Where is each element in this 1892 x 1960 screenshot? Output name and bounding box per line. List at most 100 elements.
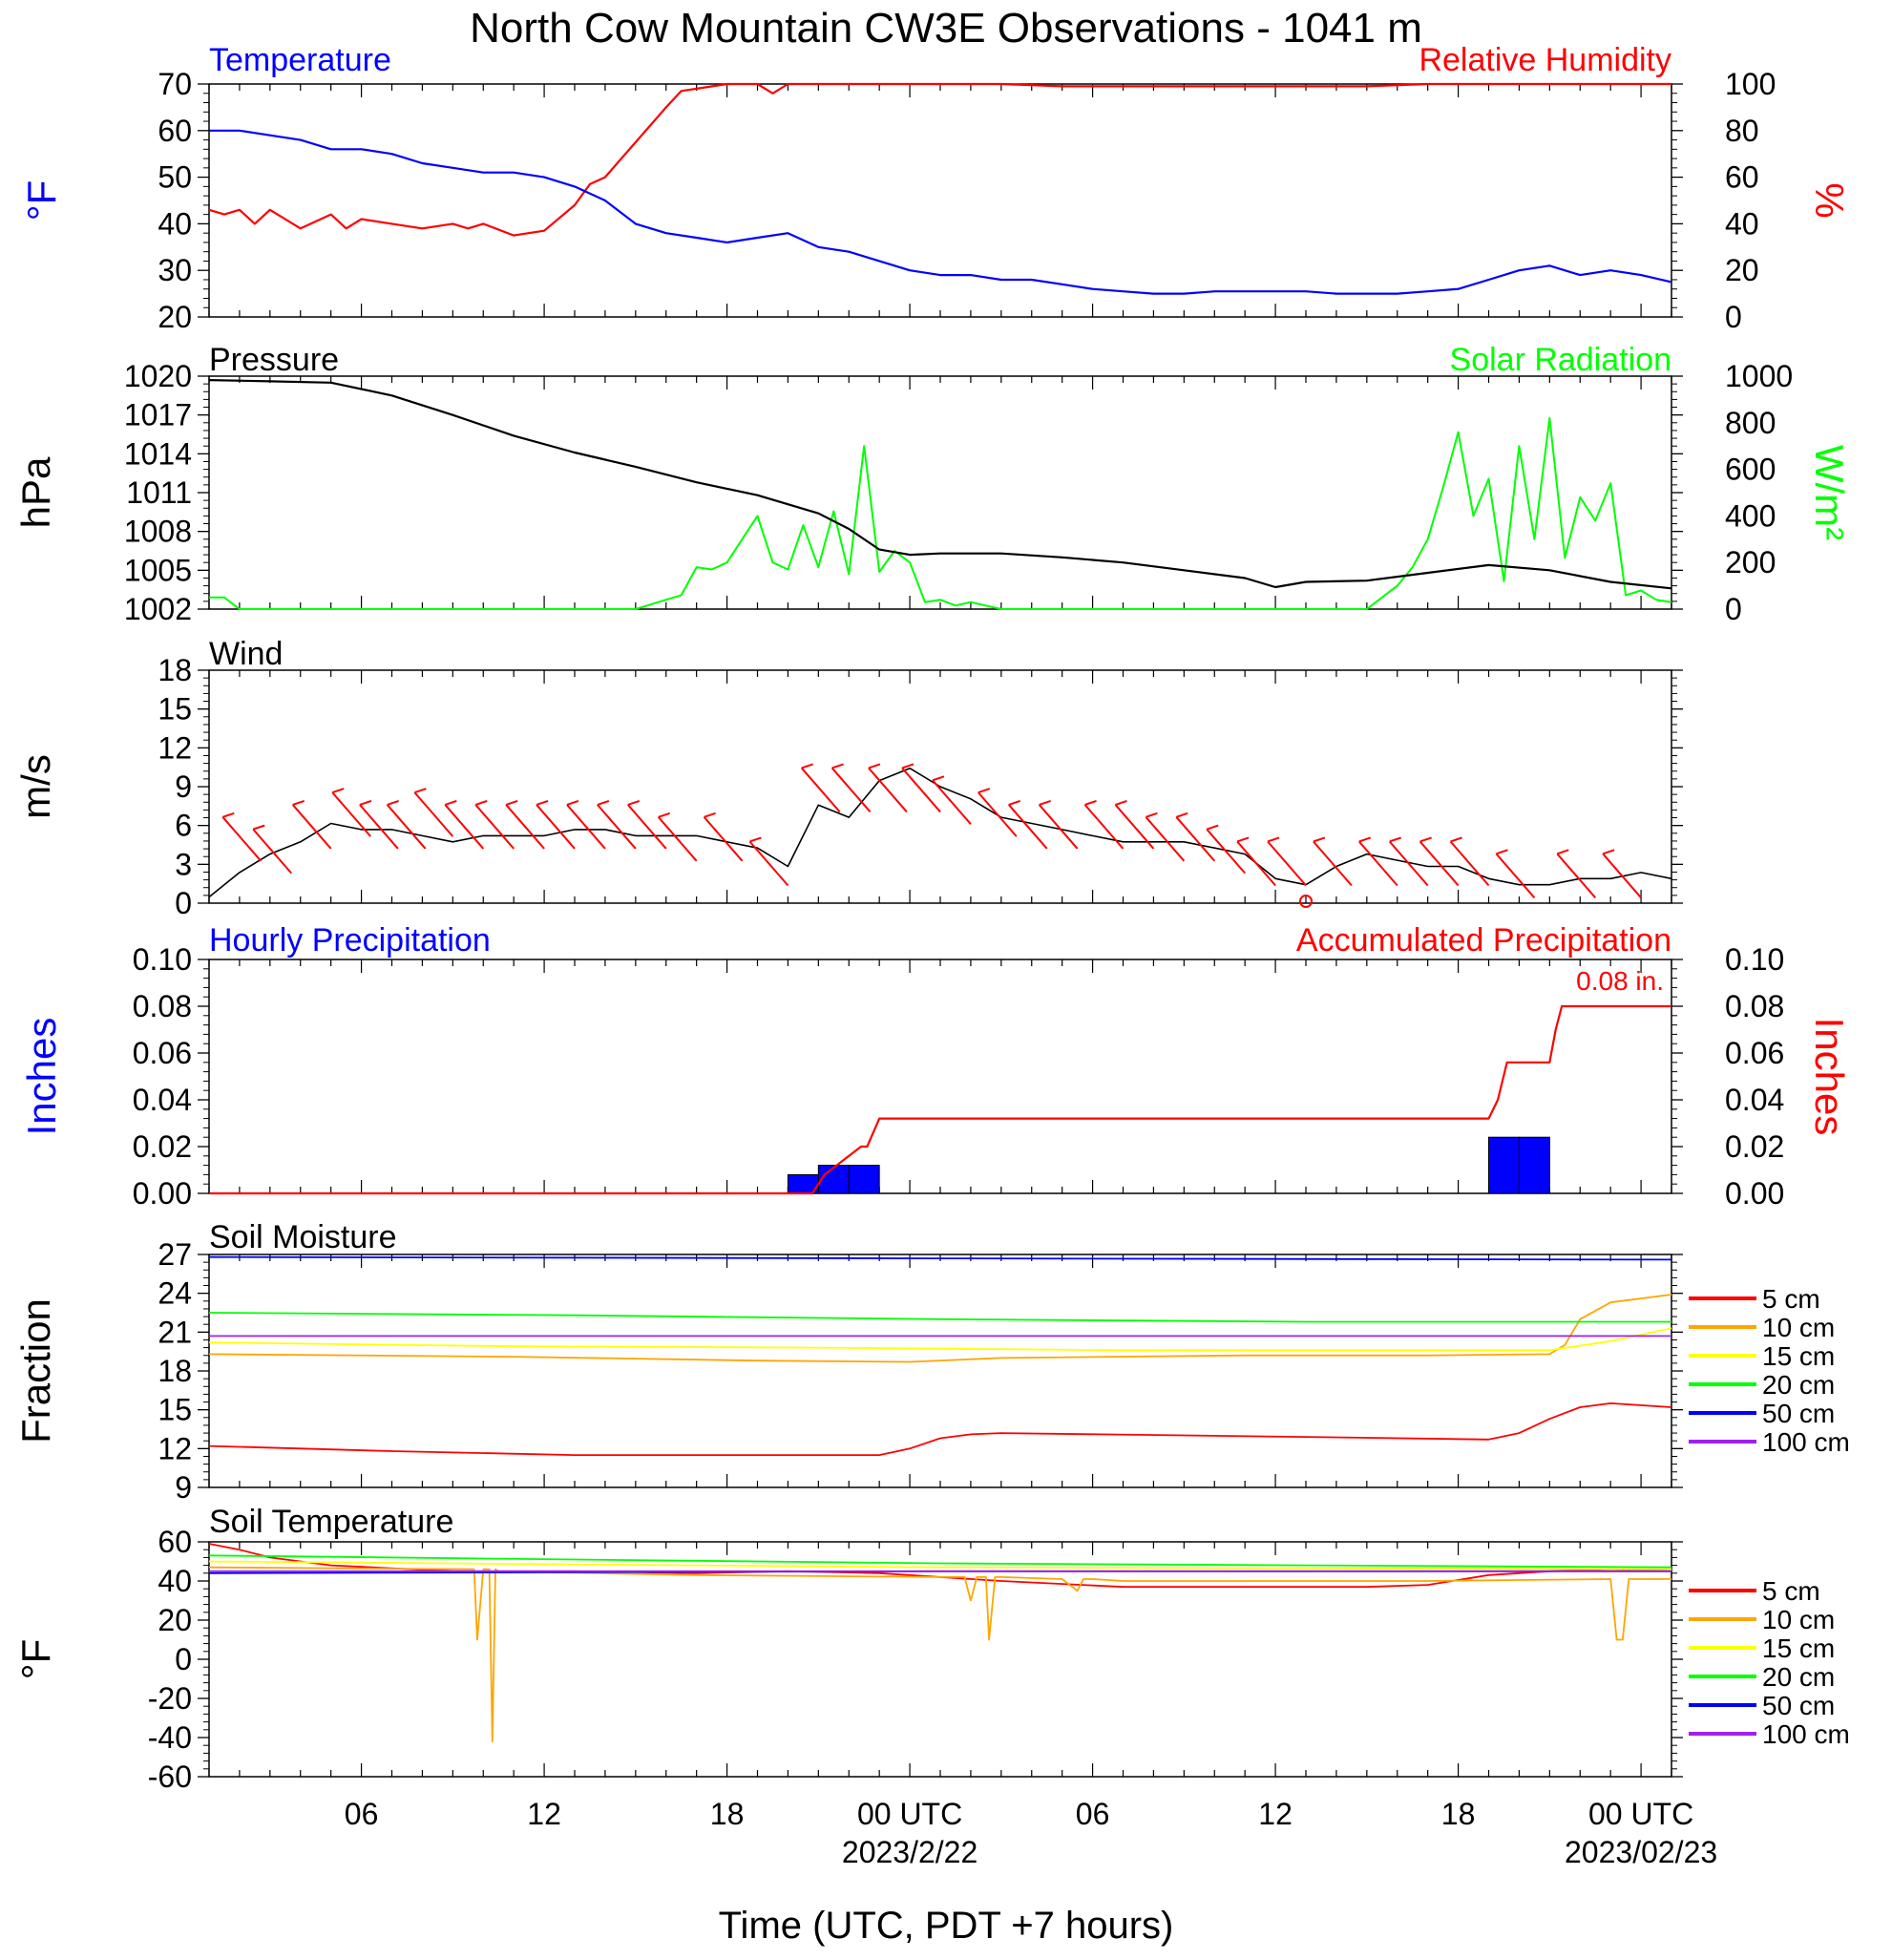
wind-barb bbox=[1083, 804, 1125, 850]
legend-label: 5 cm bbox=[1762, 1284, 1820, 1314]
y-right-tick-label: 80 bbox=[1725, 114, 1759, 148]
legend-label: 20 cm bbox=[1762, 1662, 1835, 1692]
y-tick-label: 40 bbox=[158, 206, 192, 241]
y-tick-label: 18 bbox=[158, 1354, 192, 1388]
y-tick-label: 9 bbox=[175, 1470, 192, 1505]
x-tick-label: 18 bbox=[1441, 1797, 1476, 1831]
legend-label: 100 cm bbox=[1762, 1719, 1850, 1749]
y-right-tick-label: 400 bbox=[1725, 498, 1776, 533]
y-right-tick-label: 1000 bbox=[1725, 359, 1793, 393]
legend-label: 50 cm bbox=[1762, 1399, 1835, 1428]
y-axis-label: °F bbox=[13, 1639, 58, 1679]
y-tick-label: 1011 bbox=[126, 475, 192, 510]
wind-barb bbox=[1038, 804, 1079, 850]
y-tick-label: -60 bbox=[148, 1760, 192, 1794]
wind-barb bbox=[331, 791, 371, 837]
wind-barb bbox=[1419, 840, 1460, 887]
wind-barb bbox=[386, 804, 427, 850]
pressure-line bbox=[208, 379, 1672, 590]
x-axis-label: Time (UTC, PDT +7 hours) bbox=[719, 1905, 1174, 1947]
wind-barb-flag bbox=[1084, 799, 1097, 806]
y-tick-label: 70 bbox=[158, 67, 192, 101]
wind-barb bbox=[1206, 828, 1246, 875]
soil-line-20-cm bbox=[208, 1312, 1671, 1323]
panel-soil-moisture-title: Soil Moisture bbox=[209, 1219, 397, 1255]
wind-barb-flag bbox=[1419, 836, 1432, 843]
legend-label: 15 cm bbox=[1762, 1341, 1835, 1371]
y-tick-label: 12 bbox=[158, 1431, 192, 1465]
wind-barb bbox=[748, 840, 789, 887]
wind-barb bbox=[474, 804, 515, 850]
panel-pressure-solar: Pressure Solar Radiation 1002 1005 1008 101… bbox=[13, 342, 1852, 626]
temperature-line bbox=[209, 129, 1672, 295]
y-axis-label: Fraction bbox=[13, 1298, 58, 1444]
wind-barb bbox=[1388, 840, 1429, 887]
y-axis-label: Inches bbox=[19, 1018, 64, 1136]
y-tick-label: 9 bbox=[175, 769, 192, 804]
y-tick-label: 0.10 bbox=[133, 942, 192, 977]
y-tick-label: 0.08 bbox=[133, 989, 192, 1023]
y-tick-label: 0 bbox=[175, 1642, 192, 1676]
y-tick-label: 21 bbox=[158, 1315, 192, 1349]
x-tick-label: 00 UTC bbox=[857, 1797, 962, 1831]
y-right-tick-label: 0.02 bbox=[1725, 1129, 1784, 1164]
soil-line-50-cm bbox=[208, 1255, 1672, 1261]
wind-barb-flag bbox=[1313, 836, 1326, 843]
y-tick-label: 27 bbox=[158, 1237, 192, 1272]
figure-title: North Cow Mountain CW3E Observations - 1… bbox=[470, 5, 1422, 52]
panel-precipitation: Hourly Precipitation Accumulated Precipi… bbox=[19, 922, 1852, 1211]
y-right-tick-label: 60 bbox=[1725, 160, 1759, 195]
wind-speed-line bbox=[208, 767, 1672, 898]
y-tick-label: 1008 bbox=[124, 515, 192, 549]
panel-accum-precip-title: Accumulated Precipitation bbox=[1296, 922, 1671, 959]
y-right-tick-label: 0.10 bbox=[1725, 942, 1784, 977]
y-axis-label: hPa bbox=[13, 456, 58, 528]
wind-barb bbox=[627, 804, 667, 850]
panel-pressure-title: Pressure bbox=[209, 342, 339, 378]
wind-barb-flag bbox=[597, 799, 610, 806]
wind-barb bbox=[566, 804, 606, 850]
wind-barb bbox=[1145, 816, 1186, 862]
hourly-precip-bar bbox=[848, 1165, 880, 1194]
wind-barb-flag bbox=[1450, 836, 1462, 843]
wind-barb-flag bbox=[252, 824, 265, 831]
y-tick-label: 18 bbox=[158, 653, 192, 687]
wind-barb bbox=[657, 816, 698, 862]
wind-barb bbox=[703, 816, 744, 862]
soil-line-20-cm bbox=[208, 1554, 1672, 1569]
wind-barb bbox=[868, 767, 908, 813]
wind-barb-flag bbox=[1146, 811, 1158, 818]
panel-temperature-humidity: Temperature Relative Humidity 20 30 40 50 60… bbox=[19, 42, 1852, 334]
wind-barb bbox=[413, 791, 454, 837]
wind-barb bbox=[1175, 816, 1216, 862]
wind-barb-flag bbox=[868, 763, 881, 769]
y-tick-label: 0.04 bbox=[133, 1083, 192, 1117]
wind-barb-flag bbox=[444, 799, 457, 806]
y-tick-label: 50 bbox=[158, 160, 192, 195]
y-tick-label: 1017 bbox=[124, 398, 192, 432]
wind-barb-flag bbox=[1389, 836, 1402, 843]
wind-barb bbox=[830, 767, 872, 813]
panel-frame bbox=[208, 83, 1672, 318]
accumulated-precip-line bbox=[209, 1004, 1671, 1195]
legend-label: 50 cm bbox=[1762, 1691, 1835, 1720]
wind-barb-flag bbox=[505, 799, 518, 806]
y-tick-label: 0.06 bbox=[133, 1036, 192, 1070]
wind-barb bbox=[1313, 840, 1353, 887]
wind-barb-flag bbox=[474, 799, 488, 806]
y-tick-label: 15 bbox=[158, 1393, 192, 1427]
wind-barb bbox=[1602, 853, 1642, 898]
y-tick-label: 60 bbox=[158, 1525, 192, 1559]
soil-line-15-cm bbox=[208, 1327, 1672, 1352]
x-tick-date-label: 2023/2/22 bbox=[842, 1835, 978, 1869]
wind-barb bbox=[597, 804, 637, 850]
y-axis-right-label: Inches bbox=[1807, 1018, 1852, 1136]
calm-wind-marker bbox=[1299, 895, 1313, 908]
y-right-tick-label: 0.04 bbox=[1725, 1083, 1784, 1117]
y-tick-label: 3 bbox=[175, 847, 192, 881]
legend-label: 10 cm bbox=[1762, 1313, 1835, 1342]
y-right-tick-label: 40 bbox=[1725, 206, 1759, 241]
